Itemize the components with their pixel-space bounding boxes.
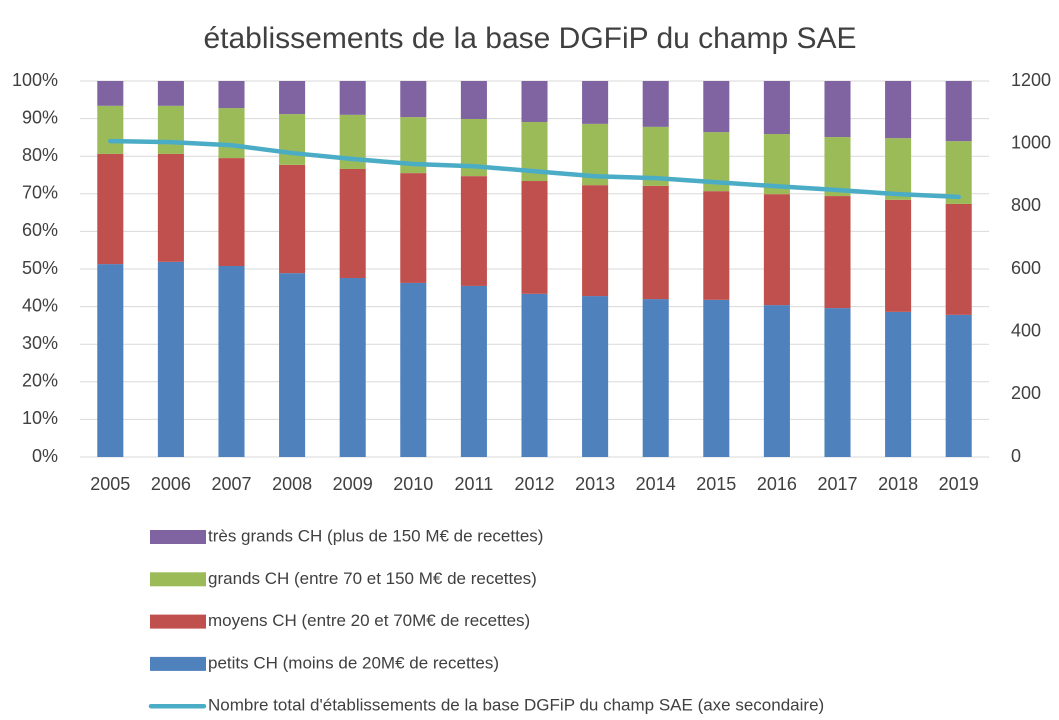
bar-segment bbox=[824, 308, 851, 457]
bar-segment bbox=[279, 114, 306, 165]
x-tick-label: 2014 bbox=[636, 474, 676, 494]
bar-segment bbox=[642, 299, 669, 457]
x-tick-label: 2007 bbox=[211, 474, 251, 494]
bar-segment bbox=[824, 81, 851, 138]
chart-title: établissements de la base DGFiP du champ… bbox=[203, 22, 856, 55]
bar-segment bbox=[339, 168, 366, 279]
y-tick-label: 100% bbox=[12, 70, 58, 90]
bar-segment bbox=[279, 273, 306, 457]
y-tick-label: 80% bbox=[22, 145, 58, 165]
bar-segment bbox=[279, 164, 306, 274]
bar-segment bbox=[582, 185, 609, 297]
bar-segment bbox=[521, 293, 548, 457]
bar-segment bbox=[97, 264, 124, 457]
y-tick-label: 90% bbox=[22, 107, 58, 127]
bar-segment bbox=[339, 81, 366, 115]
bar-segment bbox=[824, 196, 851, 309]
y-tick-label: 50% bbox=[22, 258, 58, 278]
bar-segment bbox=[97, 153, 124, 265]
x-tick-label: 2009 bbox=[333, 474, 373, 494]
bar-segment bbox=[218, 158, 245, 266]
bar-segment bbox=[885, 199, 912, 312]
y-tick-label: 30% bbox=[22, 333, 58, 353]
bar-segment bbox=[460, 81, 487, 119]
bar-segment bbox=[400, 81, 427, 118]
y-tick-label: 70% bbox=[22, 183, 58, 203]
y2-tick-label: 400 bbox=[1011, 320, 1041, 340]
x-tick-label: 2012 bbox=[514, 474, 554, 494]
legend-label: moyens CH (entre 20 et 70M€ de recettes) bbox=[208, 611, 530, 630]
y-tick-label: 0% bbox=[32, 446, 58, 466]
bar-segment bbox=[885, 81, 912, 139]
y2-tick-label: 800 bbox=[1011, 195, 1041, 215]
bar-segment bbox=[400, 173, 427, 283]
bar-segment bbox=[400, 282, 427, 457]
x-tick-label: 2005 bbox=[90, 474, 130, 494]
y-tick-label: 20% bbox=[22, 371, 58, 391]
bar-segment bbox=[703, 191, 730, 300]
x-tick-label: 2008 bbox=[272, 474, 312, 494]
bar-segment bbox=[97, 81, 124, 106]
legend-label: petits CH (moins de 20M€ de recettes) bbox=[208, 653, 499, 672]
x-tick-label: 2011 bbox=[455, 474, 494, 494]
bar-segment bbox=[279, 81, 306, 115]
y2-tick-label: 1000 bbox=[1011, 132, 1051, 152]
bar-segment bbox=[521, 181, 548, 294]
bar-segment bbox=[157, 153, 184, 262]
bar-segment bbox=[703, 81, 730, 133]
y2-tick-label: 1200 bbox=[1011, 70, 1051, 90]
bar-segment bbox=[642, 185, 669, 300]
bar-segment bbox=[945, 314, 972, 457]
bar-segment bbox=[582, 81, 609, 124]
x-tick-label: 2017 bbox=[817, 474, 857, 494]
bar-segment bbox=[945, 203, 972, 315]
bar-segment bbox=[582, 296, 609, 457]
x-tick-label: 2006 bbox=[151, 474, 191, 494]
bar-segment bbox=[157, 81, 184, 106]
bar-segment bbox=[460, 176, 487, 286]
bar-segment bbox=[885, 138, 912, 200]
y2-tick-label: 200 bbox=[1011, 383, 1041, 403]
legend-swatch bbox=[150, 614, 206, 629]
legend-label: Nombre total d'établissements de la base… bbox=[208, 696, 824, 715]
legend-swatch bbox=[150, 656, 206, 671]
bar-segment bbox=[218, 108, 245, 159]
bar-segment bbox=[885, 311, 912, 457]
legend-label: grands CH (entre 70 et 150 M€ de recette… bbox=[208, 569, 537, 588]
legend-label: très grands CH (plus de 150 M€ de recett… bbox=[208, 526, 543, 545]
legend-swatch bbox=[150, 530, 206, 544]
x-tick-label: 2013 bbox=[575, 474, 615, 494]
legend-swatch bbox=[150, 572, 206, 587]
bar-segment bbox=[157, 105, 184, 154]
bar-segment bbox=[218, 81, 245, 109]
y-tick-label: 40% bbox=[22, 295, 58, 315]
bar-segment bbox=[824, 137, 851, 197]
x-tick-label: 2016 bbox=[757, 474, 797, 494]
bar-segment bbox=[218, 265, 245, 457]
x-tick-label: 2019 bbox=[939, 474, 979, 494]
bar-segment bbox=[339, 278, 366, 457]
y-tick-label: 10% bbox=[22, 408, 58, 428]
y2-tick-label: 600 bbox=[1011, 258, 1041, 278]
x-tick-label: 2015 bbox=[696, 474, 736, 494]
line bbox=[108, 138, 961, 200]
bar-segment bbox=[763, 81, 790, 135]
x-tick-label: 2018 bbox=[878, 474, 918, 494]
x-tick-label: 2010 bbox=[393, 474, 433, 494]
bar-segment bbox=[460, 285, 487, 457]
bar-segment bbox=[521, 81, 548, 122]
y2-tick-label: 0 bbox=[1011, 446, 1021, 466]
bar-segment bbox=[703, 299, 730, 457]
bar-segment bbox=[157, 261, 184, 457]
bar-segment bbox=[642, 81, 669, 127]
bar-segment bbox=[763, 194, 790, 306]
bar-segment bbox=[945, 81, 972, 142]
bar-segment bbox=[763, 305, 790, 457]
bar-segment bbox=[97, 105, 124, 154]
bar-segment bbox=[945, 141, 972, 204]
y-tick-label: 60% bbox=[22, 220, 58, 240]
